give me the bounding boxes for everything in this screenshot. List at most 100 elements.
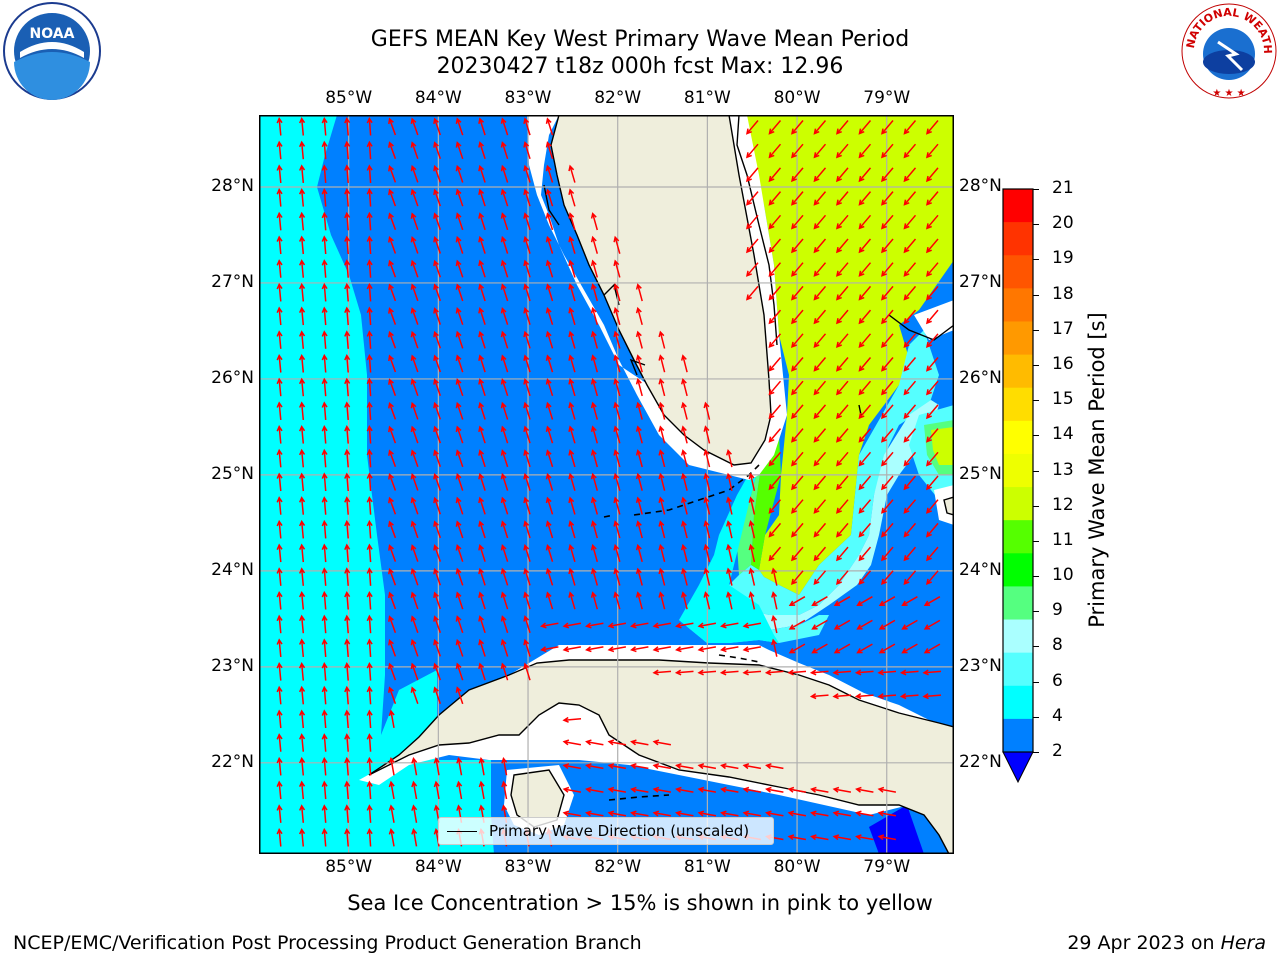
wave-direction-arrow: [635, 378, 643, 397]
wave-direction-arrow: [276, 188, 283, 207]
wave-direction-arrow: [635, 591, 643, 610]
chart-subtitle: 20230427 t18z 000h fcst Max: 12.96: [436, 54, 844, 79]
wave-direction-arrow: [366, 401, 373, 420]
wave-direction-arrow: [880, 143, 894, 159]
wave-direction-arrow: [703, 401, 711, 420]
wave-direction-arrow: [321, 662, 328, 681]
colorbar-tick-mark: [1033, 540, 1039, 542]
wave-direction-arrow: [613, 591, 621, 610]
map-frame: [259, 115, 954, 854]
colorbar-band: [1003, 453, 1033, 488]
colorbar-band: [1003, 288, 1033, 322]
wave-direction-arrow: [545, 544, 554, 562]
wave-direction-arrow: [590, 591, 599, 610]
wave-direction-arrow: [856, 596, 873, 606]
wave-direction-arrow: [500, 591, 509, 610]
lon-tick-label: 80°W: [773, 857, 821, 877]
wave-direction-arrow: [388, 212, 397, 231]
wave-direction-arrow: [790, 546, 804, 562]
wave-direction-arrow: [562, 716, 582, 723]
wave-direction-arrow: [299, 543, 306, 563]
wave-direction-arrow: [658, 378, 666, 397]
wave-direction-arrow: [790, 499, 804, 514]
wave-direction-arrow: [410, 164, 419, 183]
wave-direction-arrow: [880, 309, 894, 325]
wave-direction-arrow: [344, 756, 351, 776]
wave-direction-arrow: [925, 285, 939, 301]
lon-tick-label: 81°W: [683, 857, 731, 877]
wave-direction-arrow: [680, 449, 688, 468]
wave-direction-arrow: [901, 619, 918, 630]
wave-direction-arrow: [697, 786, 717, 793]
wave-direction-arrow: [562, 786, 582, 793]
wave-period-map: [259, 115, 954, 854]
wave-direction-arrow: [545, 259, 554, 278]
wave-direction-arrow: [500, 235, 509, 254]
wave-direction-arrow: [652, 739, 672, 746]
map-legend: Primary Wave Direction (unscaled): [438, 817, 774, 845]
wave-direction-arrow: [501, 780, 508, 800]
wave-direction-arrow: [455, 212, 464, 231]
wave-direction-arrow: [765, 810, 784, 817]
wave-direction-arrow: [455, 330, 464, 349]
wave-direction-arrow: [299, 377, 306, 397]
colorbar-tick-label: 8: [1052, 635, 1063, 656]
wave-direction-arrow: [858, 451, 872, 467]
wave-direction-arrow: [903, 285, 917, 301]
colorbar-band: [1003, 586, 1033, 621]
wave-direction-arrow: [562, 622, 582, 629]
wave-direction-arrow: [366, 259, 373, 278]
colorbar-tick-mark: [1033, 752, 1039, 753]
wave-direction-arrow: [880, 262, 894, 277]
wave-direction-arrow: [613, 449, 621, 468]
wave-direction-arrow: [590, 449, 599, 468]
wave-direction-arrow: [299, 401, 306, 420]
wave-direction-arrow: [344, 733, 351, 752]
wave-direction-arrow: [590, 377, 599, 397]
wave-direction-arrow: [344, 567, 351, 586]
wave-direction-arrow: [856, 619, 873, 630]
wave-direction-arrow: [854, 669, 874, 676]
wave-direction-arrow: [545, 520, 554, 539]
wave-direction-arrow: [742, 763, 762, 770]
wave-direction-arrow: [768, 333, 782, 348]
wave-direction-arrow: [768, 475, 782, 491]
wave-direction-arrow: [613, 306, 621, 326]
sea-ice-note: Sea Ice Concentration > 15% is shown in …: [347, 891, 933, 915]
wave-direction-arrow: [321, 567, 328, 586]
wave-direction-arrow: [725, 591, 733, 610]
wave-direction-arrow: [523, 567, 531, 586]
wave-direction-arrow: [344, 614, 351, 634]
wave-direction-arrow: [344, 590, 351, 610]
wave-direction-arrow: [635, 306, 643, 325]
wave-direction-arrow: [388, 425, 397, 444]
wave-direction-arrow: [590, 330, 599, 349]
lon-tick-label: 80°W: [773, 88, 821, 108]
wave-direction-arrow: [500, 354, 509, 373]
wave-direction-arrow: [478, 117, 486, 136]
wave-direction-arrow: [835, 143, 849, 159]
wave-direction-arrow: [410, 520, 419, 539]
wave-direction-arrow: [410, 283, 419, 302]
wave-direction-arrow: [832, 693, 852, 700]
wave-direction-arrow: [366, 567, 373, 586]
wave-direction-arrow: [366, 164, 373, 183]
wave-direction-arrow: [276, 496, 283, 515]
wave-direction-arrow: [388, 117, 397, 136]
wave-direction-arrow: [925, 120, 939, 135]
wave-direction-arrow: [720, 786, 739, 793]
wave-direction-arrow: [299, 353, 306, 373]
wave-direction-arrow: [388, 259, 397, 278]
wave-direction-arrow: [433, 378, 442, 396]
wave-direction-arrow: [903, 357, 917, 372]
wave-direction-arrow: [903, 167, 917, 183]
wave-direction-arrow: [344, 448, 351, 468]
wave-direction-arrow: [658, 520, 666, 539]
wave-direction-arrow: [585, 786, 604, 793]
wave-direction-arrow: [680, 354, 688, 373]
wave-direction-arrow: [388, 520, 397, 539]
wave-direction-arrow: [568, 164, 576, 183]
wave-direction-arrow: [523, 425, 531, 444]
wave-direction-arrow: [903, 333, 917, 348]
wave-direction-arrow: [321, 543, 328, 563]
